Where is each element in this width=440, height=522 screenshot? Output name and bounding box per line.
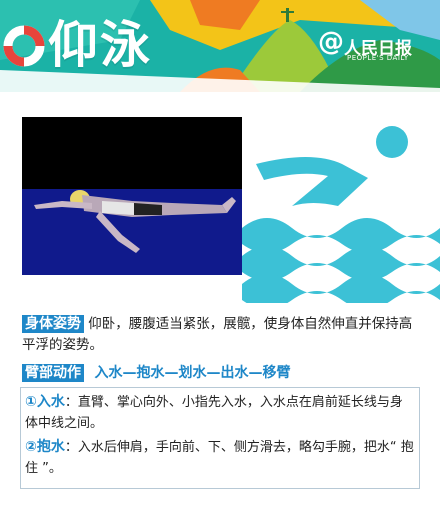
arm-steps-box: ①入水：直臂、掌心向外、小指先入水，入水点在肩前延长线与身体中线之间。 ②抱水：… (20, 387, 420, 489)
swimmer-icon (242, 126, 440, 303)
body-posture-text: 仰卧，腰腹适当紧张，展髋，使身体自然伸直并保持高平浮的姿势。 (22, 316, 413, 353)
body-posture-label: 身体姿势 (22, 315, 84, 333)
step-separator: ： (64, 440, 78, 455)
arm-action-label: 臂部动作 (22, 364, 84, 382)
header-banner: 仰泳 @ 人民日报 PEOPLE'S DAILY (0, 0, 440, 92)
arm-action-sequence: 入水—抱水—划水—出水—移臂 (94, 365, 291, 381)
step-number: ① (25, 394, 37, 410)
swimmer-animation (22, 117, 242, 275)
step-title: 入水 (36, 394, 65, 410)
step-text: 直臂、掌心向外、小指先入水，入水点在肩前延长线与身体中线之间。 (25, 395, 403, 431)
page-title: 仰泳 (48, 16, 152, 74)
arm-action-header: 臂部动作 入水—抱水—划水—出水—移臂 (22, 363, 290, 383)
step-separator: ： (64, 395, 78, 410)
header-decoration (0, 0, 440, 92)
logo-name: 人民日报 (344, 39, 412, 59)
life-ring-icon (3, 25, 45, 67)
step-title: 抱水 (36, 439, 65, 455)
body-posture-section: 身体姿势 仰卧，腰腹适当紧张，展髋，使身体自然伸直并保持高平浮的姿势。 (22, 314, 420, 356)
step-text: 入水后伸肩，手向前、下、侧方滑去，略勾手腕，把水“ 抱住 ”。 (25, 440, 414, 476)
step-item: ②抱水：入水后伸肩，手向前、下、侧方滑去，略勾手腕，把水“ 抱住 ”。 (25, 437, 415, 479)
step-number: ② (25, 439, 37, 455)
logo-subtitle: PEOPLE'S DAILY (347, 54, 409, 62)
backstroke-illustration (22, 117, 242, 275)
logo-at-symbol: @ (318, 27, 344, 57)
step-item: ①入水：直臂、掌心向外、小指先入水，入水点在肩前延长线与身体中线之间。 (25, 392, 415, 434)
